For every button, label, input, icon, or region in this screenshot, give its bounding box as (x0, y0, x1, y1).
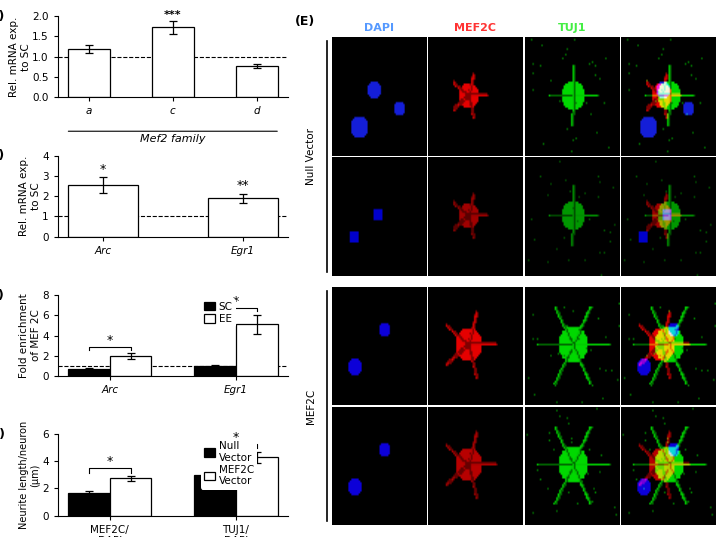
Text: *: * (233, 431, 239, 444)
Y-axis label: Fold enrichment
of MEF 2C: Fold enrichment of MEF 2C (19, 293, 40, 378)
Bar (68, 369, 109, 376)
Text: ***: *** (164, 10, 181, 20)
Text: *: * (107, 455, 113, 468)
Bar (68, 493, 109, 516)
Y-axis label: Rel. mRNA exp.
to SC: Rel. mRNA exp. to SC (9, 17, 30, 97)
Y-axis label: Rel. mRNA exp.
to SC: Rel. mRNA exp. to SC (19, 156, 40, 236)
Legend: Null
Vector, MEF2C
Vector: Null Vector, MEF2C Vector (201, 438, 257, 490)
Text: *: * (100, 163, 106, 176)
Bar (68, 185, 138, 237)
Bar (109, 357, 151, 376)
Bar (194, 366, 236, 376)
Text: MERGED: MERGED (642, 23, 695, 33)
Text: *: * (107, 334, 113, 347)
Text: (B): (B) (0, 149, 5, 162)
Text: *: * (233, 295, 239, 308)
Bar (236, 324, 277, 376)
Bar (207, 198, 277, 237)
Text: **: ** (236, 179, 249, 192)
Text: (A): (A) (0, 10, 5, 23)
Text: TUJ1: TUJ1 (557, 23, 586, 33)
Bar (152, 27, 194, 97)
Text: Mef2 family: Mef2 family (140, 134, 205, 144)
Bar (235, 66, 277, 97)
Text: (C): (C) (0, 288, 5, 301)
Bar (68, 49, 110, 97)
Text: DAPI: DAPI (364, 23, 394, 33)
Text: Null Vector: Null Vector (307, 128, 316, 185)
Bar (109, 478, 151, 516)
Bar (236, 458, 277, 516)
Bar (194, 475, 236, 516)
Y-axis label: Neurite length/neuron
(μm): Neurite length/neuron (μm) (19, 421, 40, 529)
Text: MEF2C: MEF2C (454, 23, 496, 33)
Text: MEF2C: MEF2C (307, 389, 316, 424)
Legend: SC, EE: SC, EE (201, 299, 236, 327)
Text: (E): (E) (295, 15, 315, 28)
Text: (D): (D) (0, 428, 6, 441)
